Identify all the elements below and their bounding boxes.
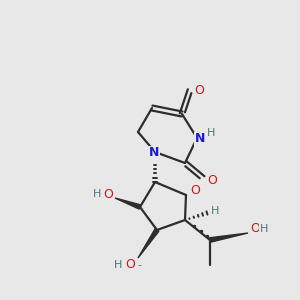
Polygon shape bbox=[138, 229, 159, 258]
Text: H: H bbox=[207, 128, 215, 138]
Text: H: H bbox=[260, 224, 268, 234]
Text: O: O bbox=[125, 259, 135, 272]
Text: O: O bbox=[190, 184, 200, 197]
Polygon shape bbox=[115, 198, 141, 209]
Text: -: - bbox=[137, 260, 141, 270]
Text: H: H bbox=[211, 206, 219, 216]
Text: O: O bbox=[250, 223, 260, 236]
Text: H: H bbox=[114, 260, 122, 270]
Text: N: N bbox=[149, 146, 159, 160]
Text: O: O bbox=[103, 188, 113, 200]
Text: H: H bbox=[93, 189, 101, 199]
Text: O: O bbox=[194, 85, 204, 98]
Text: O: O bbox=[207, 173, 217, 187]
Polygon shape bbox=[210, 233, 248, 242]
Text: N: N bbox=[195, 133, 205, 146]
